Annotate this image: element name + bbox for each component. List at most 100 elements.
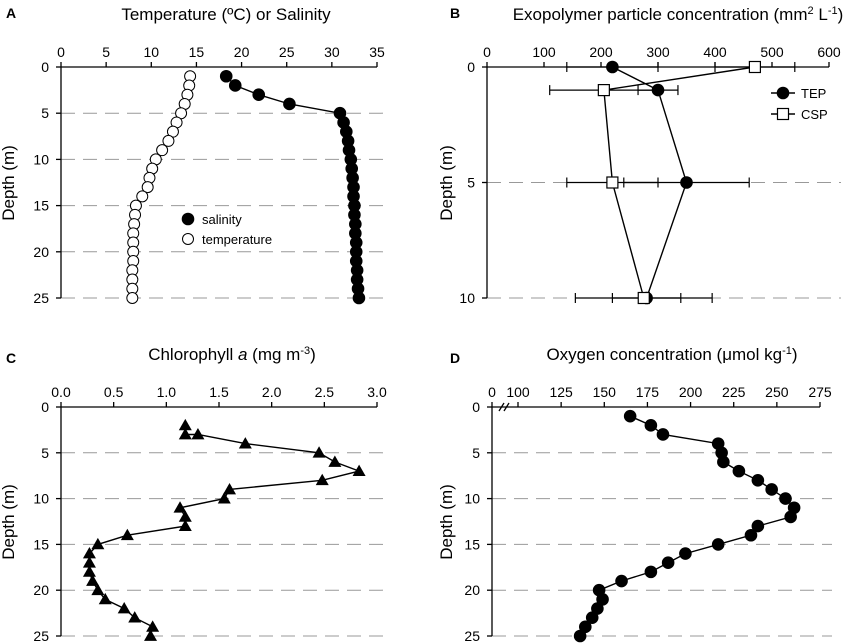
x-tick-label-d-0: 0 [488,384,496,400]
x-tick-label-c-1: 0.5 [104,384,124,400]
data-point-chlorophyll-a-13 [120,528,134,541]
data-point-salinity-2 [252,88,266,102]
data-point-chlorophyll-a-5 [328,455,342,467]
data-point-chlorophyll-a-23 [146,620,160,632]
data-point-csp-3 [637,291,650,305]
data-point-oxygen-7 [751,473,765,487]
data-point-chlorophyll-a-18 [86,574,100,586]
data-point-chlorophyll-a-15 [82,547,96,559]
data-point-chlorophyll-a-0 [178,418,192,431]
data-point-oxygen-16 [661,556,675,570]
panel-b-ylabel: Depth (m) [437,145,456,221]
y-tick-label-c-1: 5 [41,445,49,461]
y-tick-label-a-5: 25 [33,290,49,306]
y-tick-label-a-4: 20 [33,244,49,260]
y-tick-label-a-0: 0 [41,59,49,75]
y-tick-label-d-3: 15 [464,536,480,552]
panel-c-title-mid: (mg m [247,345,300,364]
y-tick-label-c-5: 25 [33,628,49,644]
data-point-chlorophyll-a-21 [117,602,131,614]
data-point-temperature-7 [162,134,175,147]
data-point-salinity-0 [219,69,233,83]
x-tick-label-b-1: 100 [532,44,556,60]
panel-b: B Exopolymer particle concentration (mm2… [437,5,843,306]
panel-c-title-sup: -3 [300,345,310,357]
x-tick-label-d-1: 100 [506,384,530,400]
panel-d-title-main: Oxygen concentration ( [546,345,722,364]
data-point-chlorophyll-a-2 [191,427,205,440]
y-tick-label-a-2: 10 [33,151,49,167]
x-tick-label-d-8: 275 [808,384,832,400]
data-point-chlorophyll-a-10 [173,501,187,513]
x-tick-label-a-1: 5 [102,44,110,60]
x-tick-label-b-6: 600 [817,44,841,60]
x-tick-label-d-4: 175 [636,384,660,400]
data-point-chlorophyll-a-20 [98,592,112,605]
legend-marker-temperature [182,233,194,245]
axis-break-mark-2 [503,402,510,412]
panel-b-title-end: ) [838,5,844,24]
data-point-chlorophyll-a-22 [128,611,142,623]
panel-a-plot: 0 5 10 15 20 25 30 35 0 5 10 15 20 25 salinity temperat… [33,44,389,306]
panel-a-title: Temperature (ºC) or Salinity [121,5,331,24]
legend-label-salinity: salinity [202,212,242,227]
y-tick-label-b-0: 0 [467,59,475,75]
panel-b-title: Exopolymer particle concentration (mm2 L… [513,5,844,24]
panel-a-label: A [6,5,16,21]
panel-c-title-italic: a [238,345,247,364]
panel-d-title: Oxygen concentration (μmol kg-1) [546,345,797,364]
panel-c-label: C [6,350,16,366]
data-point-salinity-24 [352,291,366,305]
y-tick-label-d-2: 10 [464,491,480,507]
data-point-oxygen-9 [779,492,792,505]
x-tick-label-c-0: 0.0 [51,384,71,400]
x-tick-label-a-0: 0 [57,44,65,60]
data-point-chlorophyll-a-4 [312,446,326,458]
data-point-oxygen-17 [644,565,658,579]
x-tick-label-d-5: 200 [679,384,703,400]
legend-marker-tep [776,86,790,100]
data-point-temperature-12 [141,181,154,194]
x-tick-label-b-2: 200 [589,44,613,60]
x-tick-label-c-5: 2.5 [315,384,335,400]
x-tick-label-d-7: 250 [765,384,789,400]
x-tick-label-c-3: 1.5 [209,384,229,400]
x-tick-label-c-6: 3.0 [367,384,387,400]
data-point-salinity-3 [283,97,296,111]
y-tick-label-c-4: 20 [33,582,49,598]
data-point-chlorophyll-a-7 [315,473,329,486]
data-point-oxygen-2 [656,428,670,441]
panel-b-title-mid: L [814,5,828,24]
data-point-temperature-13 [136,190,149,203]
x-tick-label-b-3: 300 [646,44,670,60]
y-tick-label-d-0: 0 [472,399,480,415]
panel-b-title-sup1: 2 [808,5,814,17]
panel-b-label: B [450,5,460,21]
panel-c-title-main: Chlorophyll [148,345,238,364]
data-point-csp-1 [597,83,610,97]
panel-c: C Chlorophyll a (mg m-3) Depth (m) 0.0 0.… [0,345,389,644]
panel-b-title-sup2: -1 [828,5,838,17]
panel-c-title: Chlorophyll a (mg m-3) [148,345,316,364]
panel-d: D Oxygen concentration (μmol kg-1) Depth… [437,345,832,644]
panel-d-title-mu: μ [722,345,732,364]
data-point-salinity-1 [228,79,242,92]
axis-break-mark-1 [498,402,505,412]
panel-d-ylabel: Depth (m) [437,484,456,560]
x-tick-label-a-6: 30 [324,44,340,60]
data-point-oxygen-6 [732,464,746,478]
x-tick-label-d-3: 150 [593,384,617,400]
y-tick-label-d-4: 20 [464,582,480,598]
data-point-temperature-8 [156,144,169,157]
panel-d-title-mid: mol kg [732,345,782,364]
x-tick-label-a-4: 20 [234,44,250,60]
panel-c-title-end: ) [310,345,316,364]
series-line-tep [612,66,688,299]
x-tick-label-b-5: 500 [760,44,784,60]
data-point-oxygen-12 [751,519,765,533]
x-tick-label-c-4: 2.0 [262,384,282,400]
data-point-oxygen-8 [765,483,778,496]
y-tick-label-a-3: 15 [33,198,49,214]
panel-d-title-end: ) [792,345,798,364]
